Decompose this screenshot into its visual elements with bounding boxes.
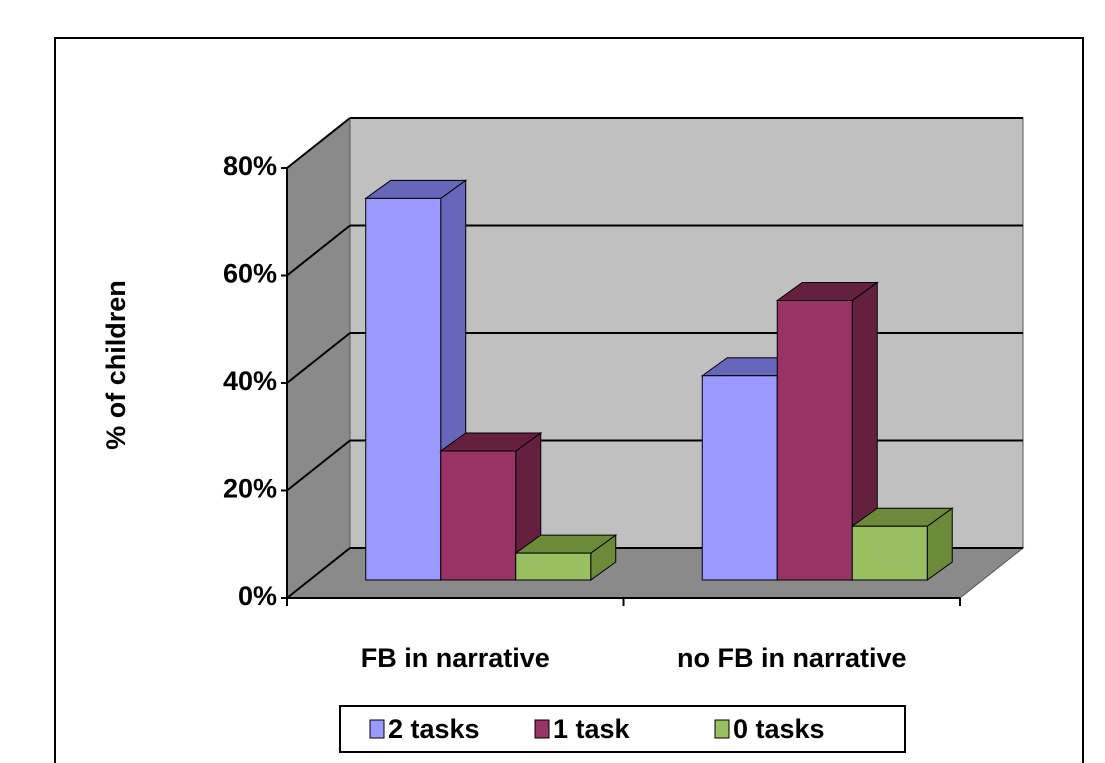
y-tick-label: 40%	[223, 366, 277, 396]
bar	[776, 300, 853, 581]
legend-swatch	[369, 719, 385, 739]
y-tick-label: 60%	[223, 259, 277, 289]
grid-line	[286, 224, 351, 277]
legend-label: 0 tasks	[733, 714, 825, 744]
legend-label: 1 task	[553, 714, 631, 744]
bar	[701, 375, 778, 581]
legend-label: 2 tasks	[388, 714, 480, 744]
bar	[851, 525, 928, 581]
y-tick-label: 80%	[223, 151, 277, 181]
grid-line	[286, 117, 351, 169]
y-tick-label: 0%	[238, 581, 277, 611]
grid-line	[286, 332, 351, 384]
x-tick-label: FB in narrative	[361, 643, 550, 673]
bar	[365, 197, 442, 581]
bar	[440, 450, 517, 581]
grid-line	[286, 547, 351, 599]
x-tick-label: no FB in narrative	[677, 643, 907, 673]
legend-swatch	[714, 719, 730, 739]
legend-swatch	[534, 719, 550, 739]
legend-box	[339, 705, 906, 753]
grid-line	[286, 439, 351, 492]
bar	[515, 552, 592, 581]
y-tick-label: 20%	[223, 474, 277, 504]
y-axis-label: % of children	[101, 280, 131, 450]
